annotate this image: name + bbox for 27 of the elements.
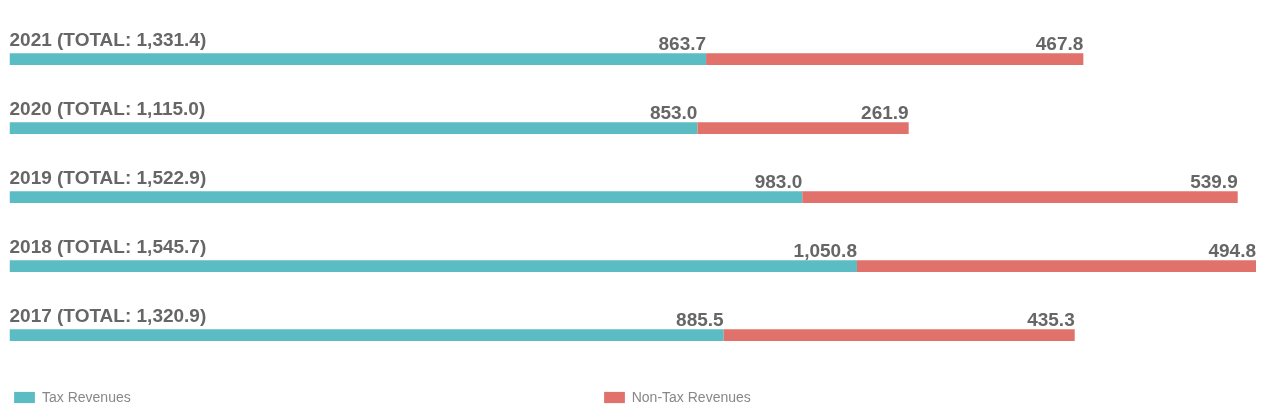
bar bbox=[723, 329, 1075, 341]
bar bbox=[802, 191, 1238, 203]
data-label: 853.0 bbox=[649, 102, 698, 124]
data-label: 885.5 bbox=[676, 309, 725, 331]
bar bbox=[9, 260, 857, 272]
legend-label: Tax Revenues bbox=[42, 389, 131, 405]
bar bbox=[9, 191, 803, 203]
data-label: 983.0 bbox=[754, 171, 803, 193]
y-tick-label: 2020 (TOTAL: 1,115.0) bbox=[9, 98, 206, 120]
y-tick-label: 2018 (TOTAL: 1,545.7) bbox=[9, 236, 207, 258]
data-label: 539.9 bbox=[1190, 171, 1238, 193]
bar bbox=[697, 122, 909, 134]
bar bbox=[706, 53, 1084, 65]
y-tick-label: 2017 (TOTAL: 1,320.9) bbox=[9, 305, 207, 327]
data-label: 863.7 bbox=[658, 33, 707, 55]
bar bbox=[9, 329, 724, 341]
bar bbox=[856, 260, 1257, 272]
data-label: 435.3 bbox=[1027, 309, 1075, 331]
y-tick-label: 2021 (TOTAL: 1,331.4) bbox=[9, 29, 207, 51]
y-tick-label: 2019 (TOTAL: 1,522.9) bbox=[9, 167, 207, 189]
legend-label: Non-Tax Revenues bbox=[631, 389, 751, 405]
data-label: 261.9 bbox=[861, 102, 909, 124]
data-label: 494.8 bbox=[1208, 240, 1257, 262]
bar bbox=[9, 53, 707, 65]
bar bbox=[9, 122, 698, 134]
data-label: 467.8 bbox=[1035, 33, 1084, 55]
data-label: 1,050.8 bbox=[793, 240, 857, 262]
